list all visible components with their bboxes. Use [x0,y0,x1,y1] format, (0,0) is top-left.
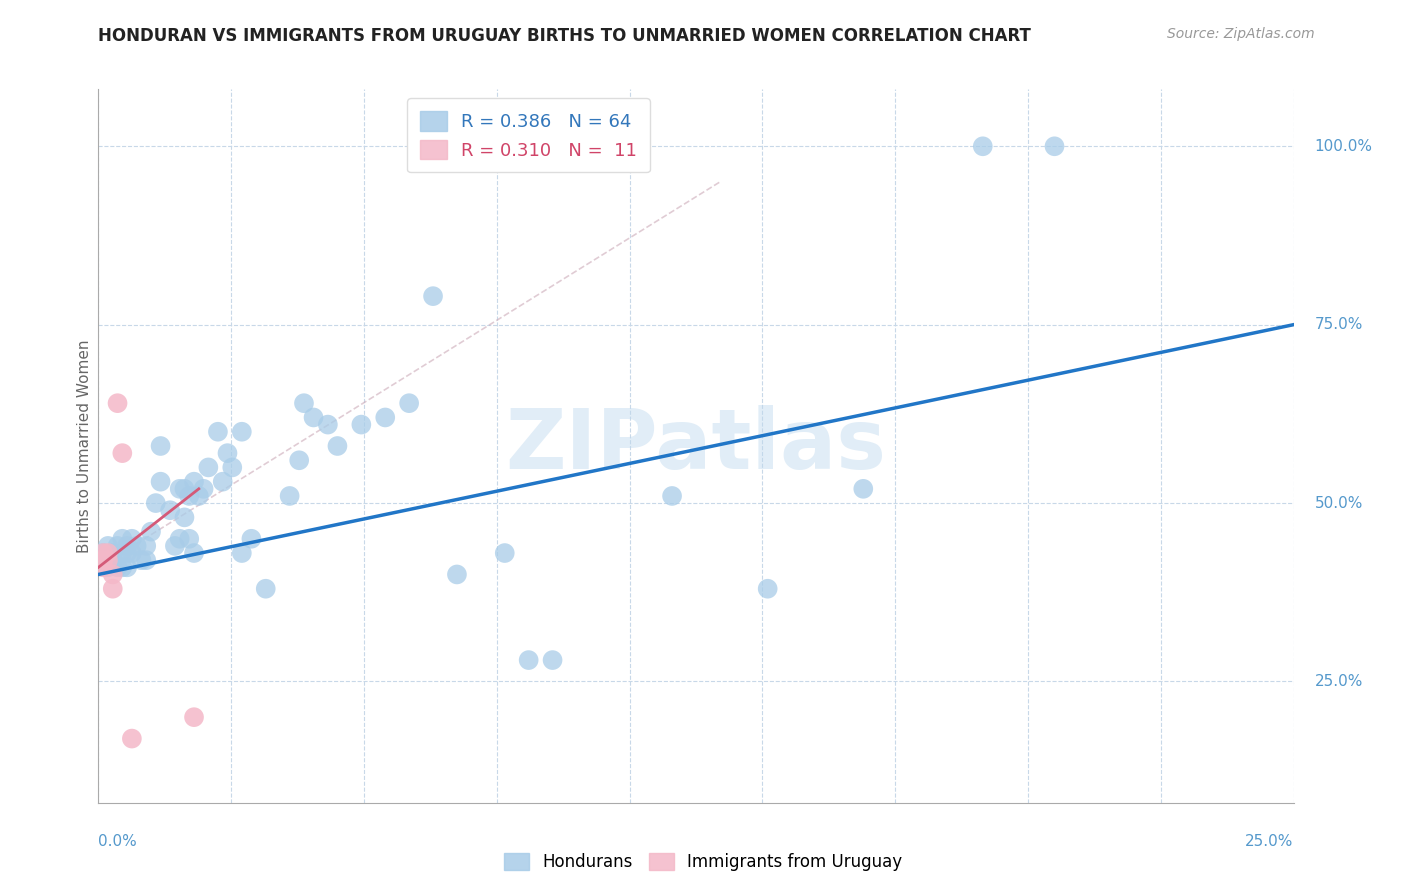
Point [115,539,138,553]
Point [240,532,263,546]
Point [135,553,157,567]
Point [91,546,114,560]
Point [121,532,143,546]
Point [661,489,683,503]
Point [163,539,186,553]
Point [149,475,172,489]
Point [135,539,157,553]
Point [91,560,114,574]
Point [173,482,195,496]
Point [91,553,114,567]
Text: 100.0%: 100.0% [1315,139,1372,153]
Point [101,546,124,560]
Point [91,546,114,560]
Point [288,453,311,467]
Point [221,460,243,475]
Text: 25.0%: 25.0% [1315,674,1362,689]
Point [197,460,219,475]
Point [179,532,201,546]
Point [145,496,167,510]
Point [121,731,143,746]
Point [97,553,120,567]
Point [326,439,349,453]
Text: 50.0%: 50.0% [1315,496,1362,510]
Point [107,560,129,574]
Point [169,532,191,546]
Point [292,396,315,410]
Point [187,489,209,503]
Point [211,475,233,489]
Point [446,567,468,582]
Point [422,289,444,303]
Point [121,546,143,560]
Point [374,410,396,425]
Point [183,475,205,489]
Point [231,425,253,439]
Point [97,560,120,574]
Point [852,482,875,496]
Point [111,560,134,574]
Point [97,546,120,560]
Point [316,417,339,432]
Point [1043,139,1066,153]
Point [217,446,239,460]
Legend: R = 0.386   N = 64, R = 0.310   N =  11: R = 0.386 N = 64, R = 0.310 N = 11 [408,98,650,172]
Point [179,489,201,503]
Point [107,396,129,410]
Point [107,539,129,553]
Point [101,553,124,567]
Text: 25.0%: 25.0% [1246,834,1294,849]
Point [111,446,134,460]
Y-axis label: Births to Unmarried Women: Births to Unmarried Women [77,339,91,553]
Point [101,582,124,596]
Point [169,482,191,496]
Text: ZIPatlas: ZIPatlas [506,406,886,486]
Point [173,510,195,524]
Point [207,425,229,439]
Point [972,139,994,153]
Point [183,710,205,724]
Point [115,560,138,574]
Point [350,417,373,432]
Point [541,653,564,667]
Point [159,503,181,517]
Point [302,410,325,425]
Point [139,524,162,539]
Point [131,553,153,567]
Point [517,653,540,667]
Point [494,546,516,560]
Text: Source: ZipAtlas.com: Source: ZipAtlas.com [1167,27,1315,41]
Point [97,539,120,553]
Point [91,553,114,567]
Point [111,546,134,560]
Point [193,482,215,496]
Point [278,489,301,503]
Point [398,396,420,410]
Text: HONDURAN VS IMMIGRANTS FROM URUGUAY BIRTHS TO UNMARRIED WOMEN CORRELATION CHART: HONDURAN VS IMMIGRANTS FROM URUGUAY BIRT… [98,27,1031,45]
Point [125,539,148,553]
Point [183,546,205,560]
Point [115,546,138,560]
Point [231,546,253,560]
Point [101,567,124,582]
Point [756,582,779,596]
Legend: Hondurans, Immigrants from Uruguay: Hondurans, Immigrants from Uruguay [495,845,911,880]
Point [111,532,134,546]
Text: 0.0%: 0.0% [98,834,138,849]
Point [149,439,172,453]
Point [254,582,277,596]
Text: 75.0%: 75.0% [1315,318,1362,332]
